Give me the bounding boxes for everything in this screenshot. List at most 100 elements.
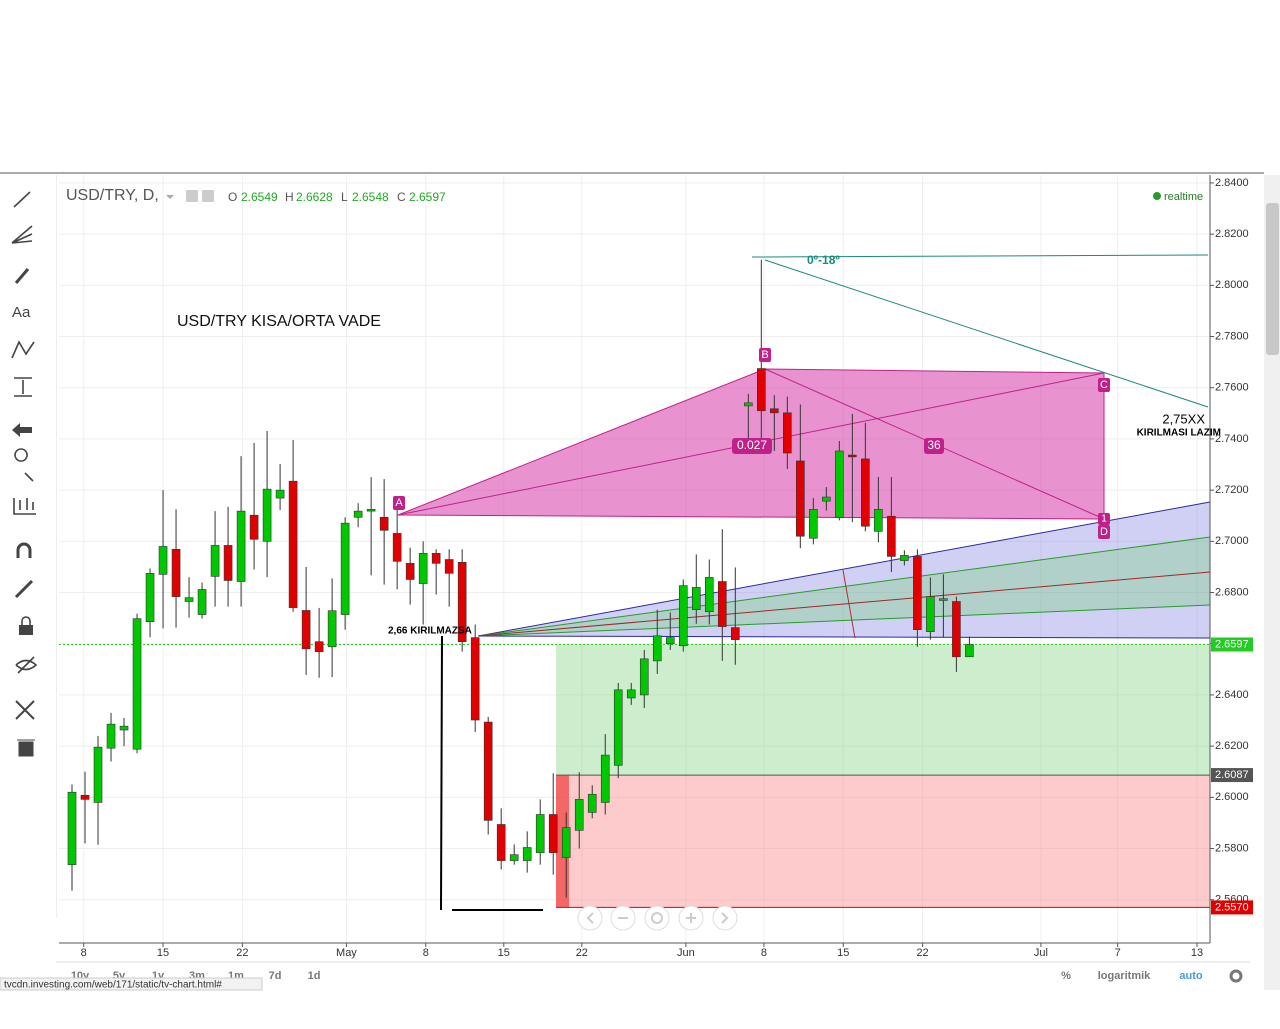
candle-body [509, 854, 519, 861]
tool-text[interactable]: Aa [12, 304, 31, 321]
tool-lock[interactable] [21, 616, 31, 625]
tool-pattern[interactable] [11, 340, 35, 359]
tool-zoom[interactable] [14, 448, 34, 482]
icon[interactable] [202, 190, 214, 202]
tool-lock[interactable] [19, 625, 33, 635]
x-tick-label: Jul [1034, 947, 1048, 959]
fan-line [477, 536, 1211, 637]
settings-icon[interactable] [1229, 969, 1243, 983]
fan-line [477, 571, 1211, 637]
nav-left[interactable] [577, 905, 603, 931]
candle-body [431, 553, 441, 564]
ratio-label: 0.027 [737, 438, 767, 452]
price-tag-label: 2.5570 [1215, 901, 1249, 913]
candle-body [913, 556, 922, 630]
y-tick-label: 2.6800 [1215, 586, 1249, 598]
ohlc-key: H [285, 190, 294, 204]
tool-trendline[interactable] [13, 191, 31, 208]
price-tag [1211, 900, 1253, 915]
status-bar [0, 977, 263, 991]
x-tick-label: 15 [157, 947, 169, 959]
candle-body [652, 635, 662, 662]
navigation [577, 905, 738, 931]
icon[interactable] [186, 190, 198, 202]
candle-body [874, 509, 883, 532]
x-tick-label: 15 [837, 947, 849, 959]
auto-toggle[interactable]: auto [1179, 970, 1203, 982]
symbol[interactable]: USD/TRY, D, [66, 187, 159, 204]
tool-hide[interactable] [15, 656, 38, 674]
candle-body [861, 458, 870, 527]
y-tick-label: 2.5800 [1215, 842, 1249, 854]
price-tag [1211, 768, 1253, 783]
y-tick-label: 2.7200 [1215, 484, 1249, 496]
timeframe-button[interactable]: 7d [269, 970, 282, 982]
candle-body [67, 791, 77, 865]
y-tick-label: 2.6200 [1215, 740, 1249, 752]
point-label: 1 [1101, 514, 1107, 525]
point-box [393, 496, 405, 510]
trend-line [751, 254, 1209, 258]
ohlc-value: 2.6548 [352, 190, 389, 204]
marker-line [440, 635, 443, 911]
candle-body [704, 577, 714, 613]
candle-body [405, 563, 415, 580]
ratio-box [924, 438, 944, 454]
scrollbar-thumb[interactable] [1266, 203, 1279, 355]
tool-magnet[interactable] [16, 542, 32, 558]
chart-layer [59, 175, 1214, 947]
tool-draw-mode[interactable] [14, 579, 34, 599]
candle-body [665, 637, 675, 645]
log-toggle[interactable]: logaritmik [1098, 970, 1151, 982]
annotation: 2,75XX [1162, 411, 1205, 426]
ohlc-key: O [228, 190, 237, 204]
candle-body [822, 496, 831, 502]
nav-reset[interactable] [644, 905, 670, 931]
candle-body [392, 533, 402, 562]
position-profit [556, 644, 1210, 776]
candle-body [418, 553, 428, 584]
candle-body [639, 658, 649, 696]
position-loss [556, 775, 1210, 908]
candle-body [809, 509, 818, 539]
percent-toggle[interactable]: % [1061, 970, 1071, 982]
scrollbar[interactable] [1264, 175, 1280, 990]
tool-arrow[interactable] [12, 423, 32, 437]
x-tick-label: 15 [498, 947, 510, 959]
candle-body [939, 598, 948, 601]
candle-body [587, 793, 597, 813]
chart-title: USD/TRY KISA/ORTA VADE [177, 313, 381, 330]
timeframe-button[interactable]: 1d [308, 970, 321, 982]
tool-brush[interactable] [14, 268, 30, 284]
candle-body [366, 509, 376, 512]
candle-body [496, 824, 506, 861]
tool-measure-bars[interactable] [13, 498, 36, 515]
candle-body [900, 555, 909, 561]
y-tick-label: 2.6000 [1215, 791, 1249, 803]
trend-line [764, 259, 1209, 408]
candle-body [249, 514, 259, 540]
candle-body [327, 610, 337, 648]
tool-delete[interactable] [17, 739, 35, 757]
candle-body [574, 799, 584, 831]
point-label: C [1100, 379, 1108, 391]
candle-body [353, 510, 363, 518]
candle-body [379, 516, 389, 531]
tool-fib[interactable] [11, 225, 33, 244]
candle-body [184, 597, 194, 602]
tool-settings[interactable] [15, 700, 35, 720]
fan-line [477, 635, 1211, 639]
tool-measure[interactable] [14, 377, 32, 397]
candle-body [210, 545, 220, 577]
candle-body [626, 689, 636, 699]
candle-body [262, 488, 272, 542]
dropdown-icon[interactable] [166, 195, 174, 199]
candle-body [796, 460, 805, 537]
nav-glyphs [651, 912, 663, 924]
x-tick-label: 8 [81, 947, 87, 959]
price-tag-label: 2.6597 [1215, 638, 1249, 650]
nav-right[interactable] [712, 905, 738, 931]
y-tick-label: 2.8400 [1215, 177, 1249, 189]
ohlc-key: C [397, 190, 406, 204]
